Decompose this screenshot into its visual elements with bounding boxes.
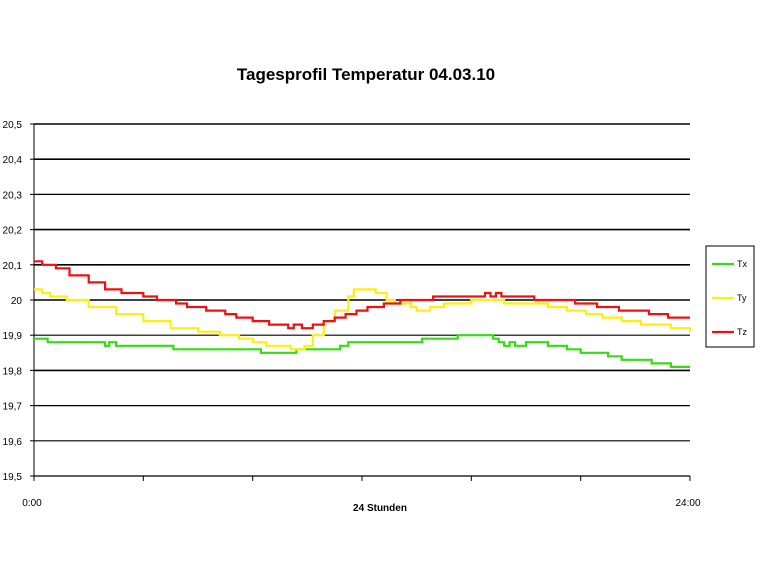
y-tick-label: 19,5 [3,472,23,483]
series-Tz-line [34,260,690,330]
x-tick-label: 24:00 [675,498,700,509]
legend-label-Ty: Ty [737,293,747,303]
legend: Tx Ty Tz [705,245,755,348]
series-lines [34,260,692,368]
y-tick-label: 20,4 [3,155,23,166]
x-axis-label: 24 Stunden [353,503,407,514]
y-tick-label: 20 [11,296,23,307]
x-tick-label: 0:00 [22,498,42,509]
grid-lines [34,123,690,477]
y-tick-label: 19,8 [3,366,23,377]
y-axis: 19,5 19,6 19,7 19,8 19,9 20 20,1 20,2 20,3 20,4 20… [3,120,35,483]
legend-label-Tx: Tx [737,259,747,269]
y-tick-label: 20,1 [3,261,23,272]
legend-box [705,245,755,348]
y-tick-label: 19,7 [3,402,23,413]
chart-title: Tagesprofil Temperatur 04.03.10 [237,65,495,84]
y-tick-label: 19,9 [3,331,23,342]
y-tick-label: 20,3 [3,190,23,201]
series-Ty-line [34,288,692,351]
x-axis: 0:00 24:00 [22,476,701,509]
series-Tx-line [34,334,690,368]
y-tick-label: 20,2 [3,226,23,237]
y-tick-label: 20,5 [3,120,23,131]
y-tick-label: 19,6 [3,437,23,448]
legend-label-Tz: Tz [737,327,747,337]
